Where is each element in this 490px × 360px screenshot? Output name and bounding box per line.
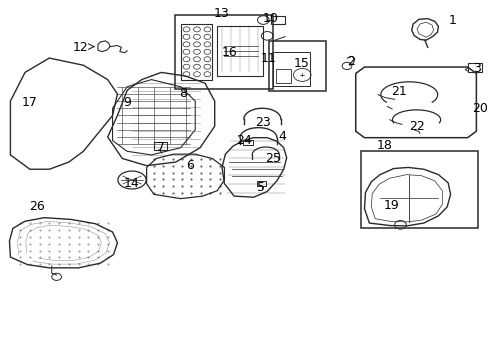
- Text: 6: 6: [186, 159, 195, 172]
- Text: 23: 23: [255, 116, 271, 129]
- Text: 18: 18: [377, 139, 393, 152]
- Text: 19: 19: [383, 199, 399, 212]
- Text: 2: 2: [347, 55, 355, 68]
- Text: 14: 14: [124, 177, 140, 190]
- Text: 5: 5: [257, 181, 265, 194]
- Text: 7: 7: [157, 141, 165, 154]
- Text: 22: 22: [409, 121, 424, 134]
- Text: 8: 8: [179, 87, 187, 100]
- Bar: [276, 69, 291, 83]
- Text: 9: 9: [123, 96, 131, 109]
- Text: 4: 4: [279, 130, 287, 144]
- Text: 21: 21: [391, 85, 406, 98]
- Bar: [361, 151, 478, 228]
- Bar: [181, 24, 212, 80]
- Bar: [175, 15, 273, 89]
- Text: 11: 11: [260, 51, 276, 64]
- Text: 17: 17: [22, 96, 38, 109]
- Bar: [269, 41, 325, 91]
- Text: 15: 15: [294, 57, 309, 70]
- Bar: [243, 140, 253, 145]
- Bar: [270, 16, 285, 24]
- Text: 1: 1: [449, 14, 457, 27]
- Bar: [217, 26, 263, 76]
- Text: 24: 24: [236, 134, 252, 147]
- Bar: [258, 181, 266, 186]
- Bar: [273, 52, 310, 86]
- Bar: [154, 142, 167, 149]
- Text: 16: 16: [221, 46, 237, 59]
- Text: 12: 12: [73, 41, 89, 54]
- Text: 10: 10: [263, 12, 279, 25]
- Text: 13: 13: [214, 7, 230, 20]
- Text: 26: 26: [29, 201, 45, 213]
- Bar: [467, 63, 482, 72]
- Text: 25: 25: [265, 152, 281, 165]
- Text: 20: 20: [472, 102, 488, 115]
- Text: 3: 3: [473, 62, 481, 75]
